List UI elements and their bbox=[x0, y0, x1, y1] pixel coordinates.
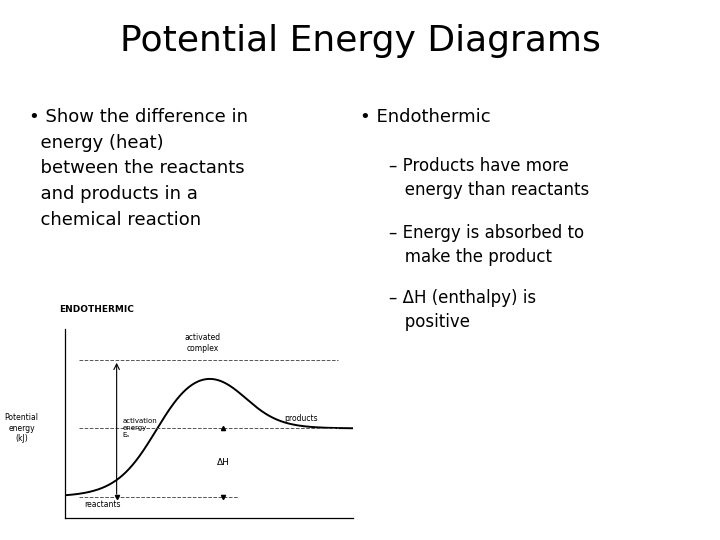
Text: reactants: reactants bbox=[84, 501, 120, 509]
Text: – Products have more
   energy than reactants: – Products have more energy than reactan… bbox=[389, 157, 589, 199]
Text: ENDOTHERMIC: ENDOTHERMIC bbox=[59, 305, 134, 314]
Text: Potential
energy
(kJ): Potential energy (kJ) bbox=[4, 414, 39, 443]
Text: • Endothermic: • Endothermic bbox=[360, 108, 490, 126]
Text: – ΔH (enthalpy) is
   positive: – ΔH (enthalpy) is positive bbox=[389, 289, 536, 331]
Text: products: products bbox=[284, 414, 318, 423]
Text: • Show the difference in
  energy (heat)
  between the reactants
  and products : • Show the difference in energy (heat) b… bbox=[29, 108, 248, 229]
Text: activation
energy
Eₐ: activation energy Eₐ bbox=[122, 418, 157, 438]
Text: ΔH: ΔH bbox=[217, 458, 230, 467]
Text: Potential Energy Diagrams: Potential Energy Diagrams bbox=[120, 24, 600, 58]
Text: activated
complex: activated complex bbox=[185, 333, 221, 353]
Text: – Energy is absorbed to
   make the product: – Energy is absorbed to make the product bbox=[389, 224, 584, 266]
